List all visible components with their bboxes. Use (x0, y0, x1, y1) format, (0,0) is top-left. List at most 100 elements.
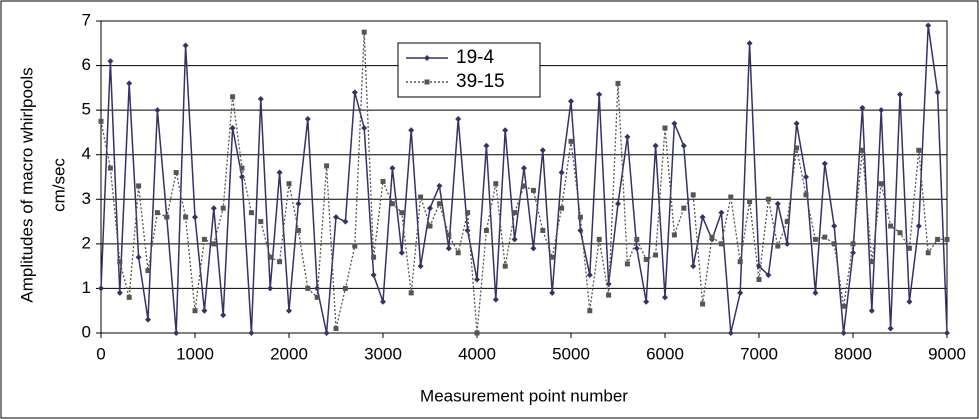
data-point (417, 263, 424, 270)
data-point (765, 196, 771, 202)
data-point (822, 234, 828, 240)
x-tick-label: 0 (96, 344, 105, 363)
data-point (286, 181, 292, 187)
data-point (831, 223, 838, 230)
data-point (605, 280, 612, 287)
data-point (352, 243, 358, 249)
x-tick-label: 7000 (740, 344, 778, 363)
y-tick-label: 7 (82, 10, 91, 29)
legend-label: 39-15 (456, 71, 505, 92)
data-point (145, 268, 151, 274)
data-point (737, 259, 743, 265)
data-point (455, 116, 462, 123)
data-point (633, 245, 640, 252)
data-point (427, 223, 433, 229)
y-tick-label: 4 (82, 144, 91, 163)
data-point (596, 236, 602, 242)
data-point (182, 42, 189, 49)
data-point (116, 289, 123, 296)
data-point (841, 303, 847, 309)
data-point (859, 147, 865, 153)
x-tick-label: 3000 (364, 344, 402, 363)
data-point (840, 330, 847, 336)
data-point (821, 160, 828, 167)
data-point (164, 214, 170, 220)
data-point (408, 290, 414, 296)
data-point (248, 330, 255, 336)
data-point (521, 165, 527, 172)
y-axis-label: Amplitudes of macro whirlpools (17, 67, 36, 302)
data-point (126, 294, 132, 300)
data-point (474, 330, 480, 336)
data-point (239, 165, 245, 171)
data-point (540, 227, 546, 233)
data-point (512, 210, 518, 216)
legend-marker (424, 55, 430, 61)
data-point (944, 330, 950, 336)
y-axis-label: cm/sec (49, 158, 68, 212)
data-point (559, 205, 565, 211)
data-point (361, 124, 368, 131)
data-point (643, 298, 650, 305)
data-point (888, 223, 894, 229)
data-point (671, 120, 678, 127)
data-point (916, 147, 922, 153)
data-point (775, 243, 781, 249)
data-point (774, 200, 781, 207)
y-tick-label: 1 (82, 278, 91, 297)
data-point (220, 205, 226, 211)
data-point (530, 245, 537, 252)
data-point (370, 272, 377, 279)
data-point (398, 249, 405, 256)
data-point (878, 107, 885, 114)
data-point (314, 294, 320, 300)
data-point (126, 80, 133, 87)
data-point (389, 165, 396, 172)
data-point (493, 181, 499, 187)
data-point (295, 200, 302, 207)
data-point (154, 210, 160, 216)
data-point (568, 138, 574, 144)
data-point (784, 219, 790, 225)
data-point (145, 316, 151, 323)
legend-box (397, 42, 541, 98)
data-point (634, 236, 640, 242)
data-point (418, 194, 424, 200)
data-point (342, 218, 349, 225)
data-point (756, 277, 762, 283)
data-point (483, 142, 490, 149)
data-point (653, 252, 659, 258)
y-tick-label: 6 (82, 55, 91, 74)
data-point (831, 241, 837, 247)
data-point (371, 254, 377, 260)
data-point (304, 116, 311, 123)
data-point (502, 127, 509, 134)
data-point (568, 98, 574, 105)
data-point (671, 232, 677, 238)
data-point (173, 170, 179, 176)
data-point (690, 192, 696, 198)
data-point (248, 210, 254, 216)
data-point (427, 205, 433, 212)
x-tick-label: 2000 (270, 344, 308, 363)
data-point (935, 236, 941, 242)
y-tick-label: 2 (82, 233, 91, 252)
data-point (333, 326, 339, 332)
data-point (803, 192, 809, 198)
data-point (737, 289, 744, 296)
x-axis-label: Measurement point number (420, 386, 628, 405)
data-point (558, 169, 565, 176)
data-point (925, 22, 932, 29)
data-point (803, 174, 809, 180)
data-point (869, 259, 875, 265)
data-point (136, 183, 142, 189)
data-point (361, 29, 367, 35)
data-point (747, 199, 753, 205)
x-tick-label: 9000 (928, 344, 966, 363)
data-point (276, 169, 283, 176)
data-point (220, 312, 227, 319)
data-point (887, 325, 894, 332)
data-point (680, 142, 687, 149)
data-point (445, 245, 452, 252)
data-point (267, 254, 273, 260)
